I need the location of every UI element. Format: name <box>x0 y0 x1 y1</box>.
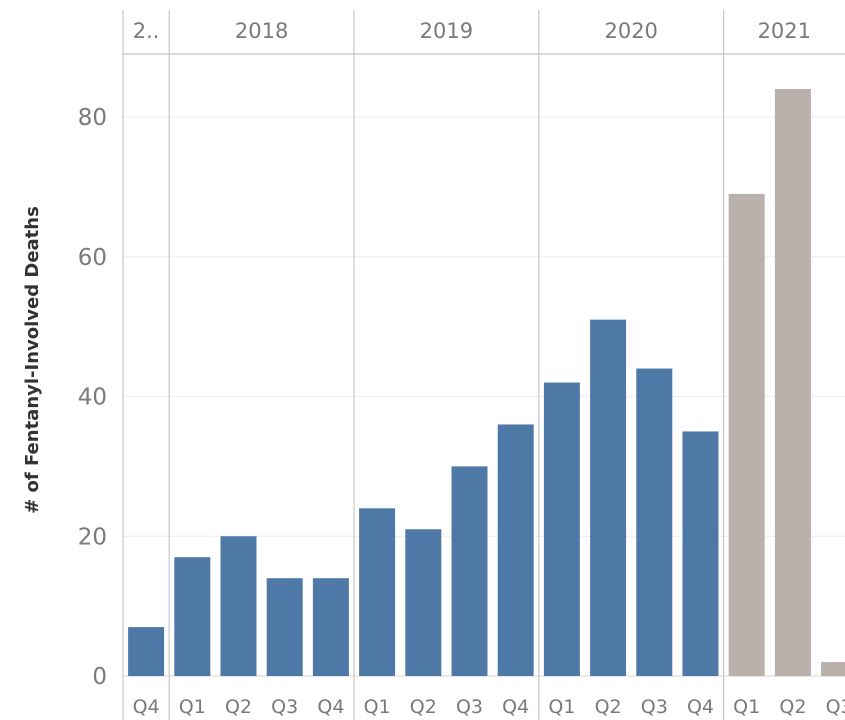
bar-2020-q4 <box>682 431 719 676</box>
bar-2020-q3 <box>636 368 673 676</box>
bar-2019-q1 <box>359 508 396 676</box>
year-label: 2020 <box>604 19 657 43</box>
y-tick-label: 60 <box>78 245 107 271</box>
quarter-label: Q1 <box>548 696 575 718</box>
year-label: 2.. <box>133 19 160 43</box>
quarter-label: Q1 <box>179 696 206 718</box>
bar-2018-q2 <box>220 536 257 676</box>
quarter-label: Q2 <box>779 696 806 718</box>
bar-2020-q1 <box>543 382 580 676</box>
labels: 0 20 40 60 80 2.. Q4 2018 Q1 Q2 Q3 Q4 2019 Q1 Q2 Q3 Q4 20… <box>78 19 845 718</box>
y-tick-label: 20 <box>78 524 107 550</box>
quarter-label: Q1 <box>364 696 391 718</box>
bar-2019-q4 <box>497 424 534 676</box>
bar-2019-q2 <box>405 529 442 676</box>
year-label: 2018 <box>235 19 288 43</box>
bar-2021-q2 <box>774 89 811 677</box>
quarter-label: Q3 <box>641 696 668 718</box>
bar-2021-q1 <box>728 193 765 677</box>
bars <box>128 89 845 677</box>
y-tick-label: 80 <box>78 105 107 131</box>
quarter-label: Q4 <box>687 696 714 718</box>
bar-2018-q3 <box>266 578 303 676</box>
bar-2021-q3 <box>821 662 845 676</box>
quarter-label: Q1 <box>733 696 760 718</box>
bar-2020-q2 <box>590 319 627 676</box>
quarter-label: Q3 <box>456 696 483 718</box>
quarter-label: Q4 <box>502 696 529 718</box>
quarter-label: Q3 <box>271 696 298 718</box>
year-label: 2019 <box>420 19 473 43</box>
bar-2018-q1 <box>174 557 211 676</box>
quarter-label: Q2 <box>410 696 437 718</box>
y-axis-title: # of Fentanyl-Involved Deaths <box>22 206 43 514</box>
bar-2019-q3 <box>451 466 488 676</box>
quarter-label: Q2 <box>595 696 622 718</box>
quarter-label: Q4 <box>317 696 344 718</box>
y-tick-label: 40 <box>78 385 107 411</box>
bar-2018-q4 <box>312 578 349 676</box>
quarter-label: Q4 <box>133 696 160 718</box>
year-label: 2021 <box>758 19 811 43</box>
bar-2017-q4 <box>128 627 165 676</box>
quarter-label: Q3 <box>826 696 845 718</box>
quarter-label: Q2 <box>225 696 252 718</box>
y-tick-label: 0 <box>92 664 107 690</box>
